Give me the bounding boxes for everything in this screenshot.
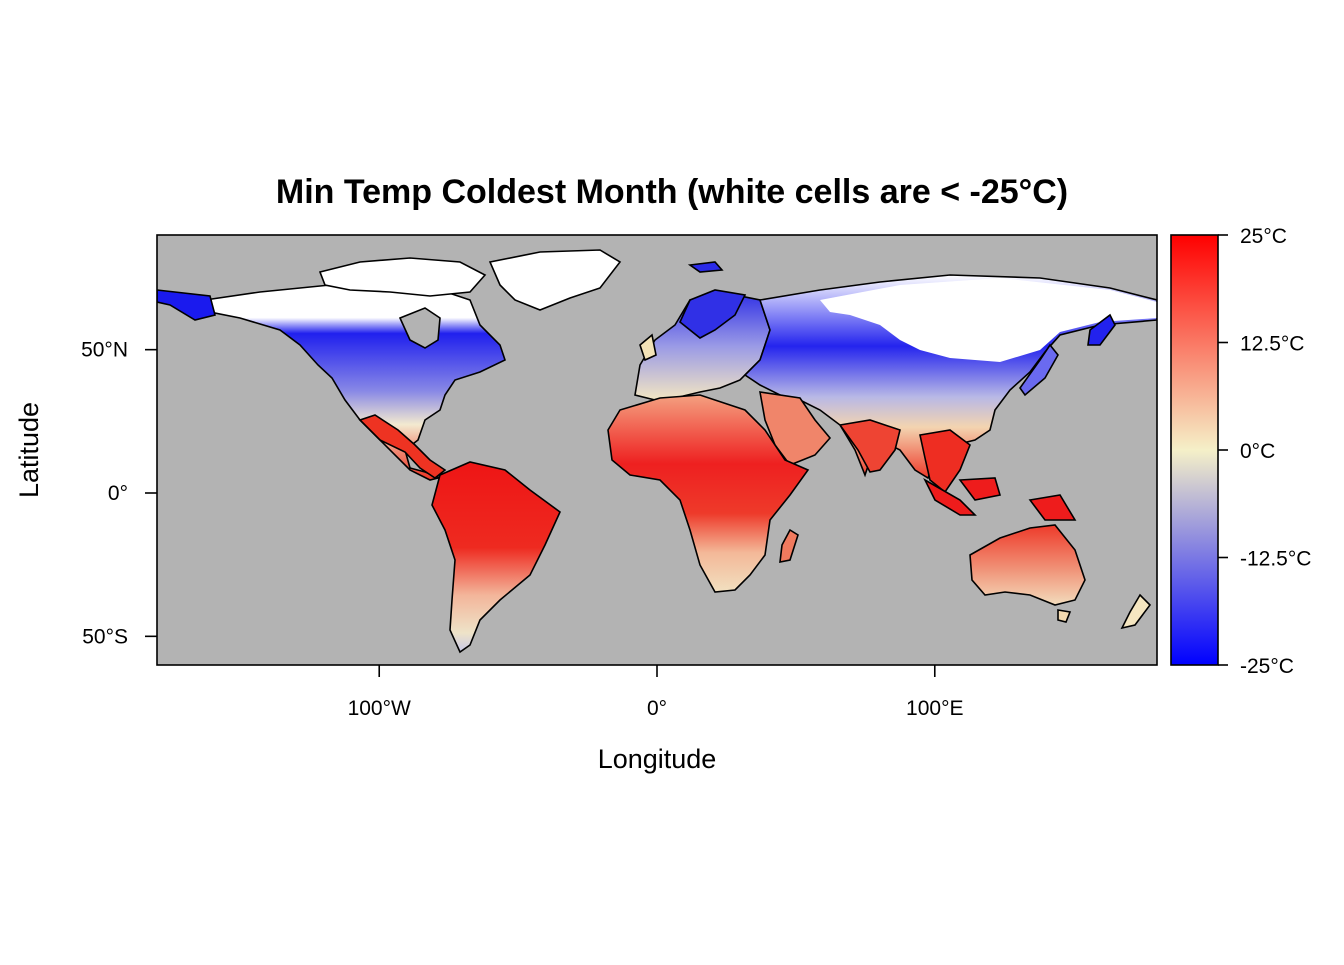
land-siberia-cold [820,278,1157,362]
y-tick-label: 50°S [82,625,128,648]
land-masses [157,249,1157,654]
land-japan [1019,343,1059,397]
chart-title: Min Temp Coldest Month (white cells are … [276,173,1068,211]
land-arctic-islands [318,257,487,297]
land-australia [969,524,1086,606]
land-scandinavia [679,289,747,339]
land-south-america [431,461,561,654]
colorbar-ticks: 25°C 12.5°C 0°C -12.5°C -25°C [1218,225,1311,678]
land-africa [607,394,810,593]
colorbar-tick-label: 0°C [1240,440,1275,463]
land-new-zealand [1120,593,1152,630]
colorbar-tick-label: 25°C [1240,225,1287,248]
land-alaska [157,289,216,321]
y-axis: 50°N 0° 50°S [81,339,157,648]
x-axis: 100°W 0° 100°E [348,665,964,720]
land-kamchatka [1087,313,1116,346]
colorbar [1170,234,1219,666]
y-tick-label: 50°N [81,339,128,362]
land-greenland [488,249,622,311]
x-tick-label: 100°W [348,697,411,720]
colorbar-tick-label: 12.5°C [1240,333,1304,356]
land-svalbard [687,261,724,273]
water-hudson-bay [398,307,441,349]
land-tasmania [1057,609,1072,623]
colorbar-tick-label: -25°C [1240,655,1294,678]
land-central-america [358,414,447,479]
y-axis-title: Latitude [14,402,44,498]
land-madagascar [779,528,799,564]
x-tick-label: 100°E [906,697,963,720]
land-indochina [919,429,971,494]
colorbar-tick-label: -12.5°C [1240,548,1311,571]
y-tick-label: 0° [108,482,128,505]
x-axis-title: Longitude [598,744,717,774]
land-india [838,419,901,473]
land-uk [639,333,657,362]
x-tick-label: 0° [647,697,667,720]
land-arabia [759,391,832,466]
land-indonesia [923,477,1077,521]
